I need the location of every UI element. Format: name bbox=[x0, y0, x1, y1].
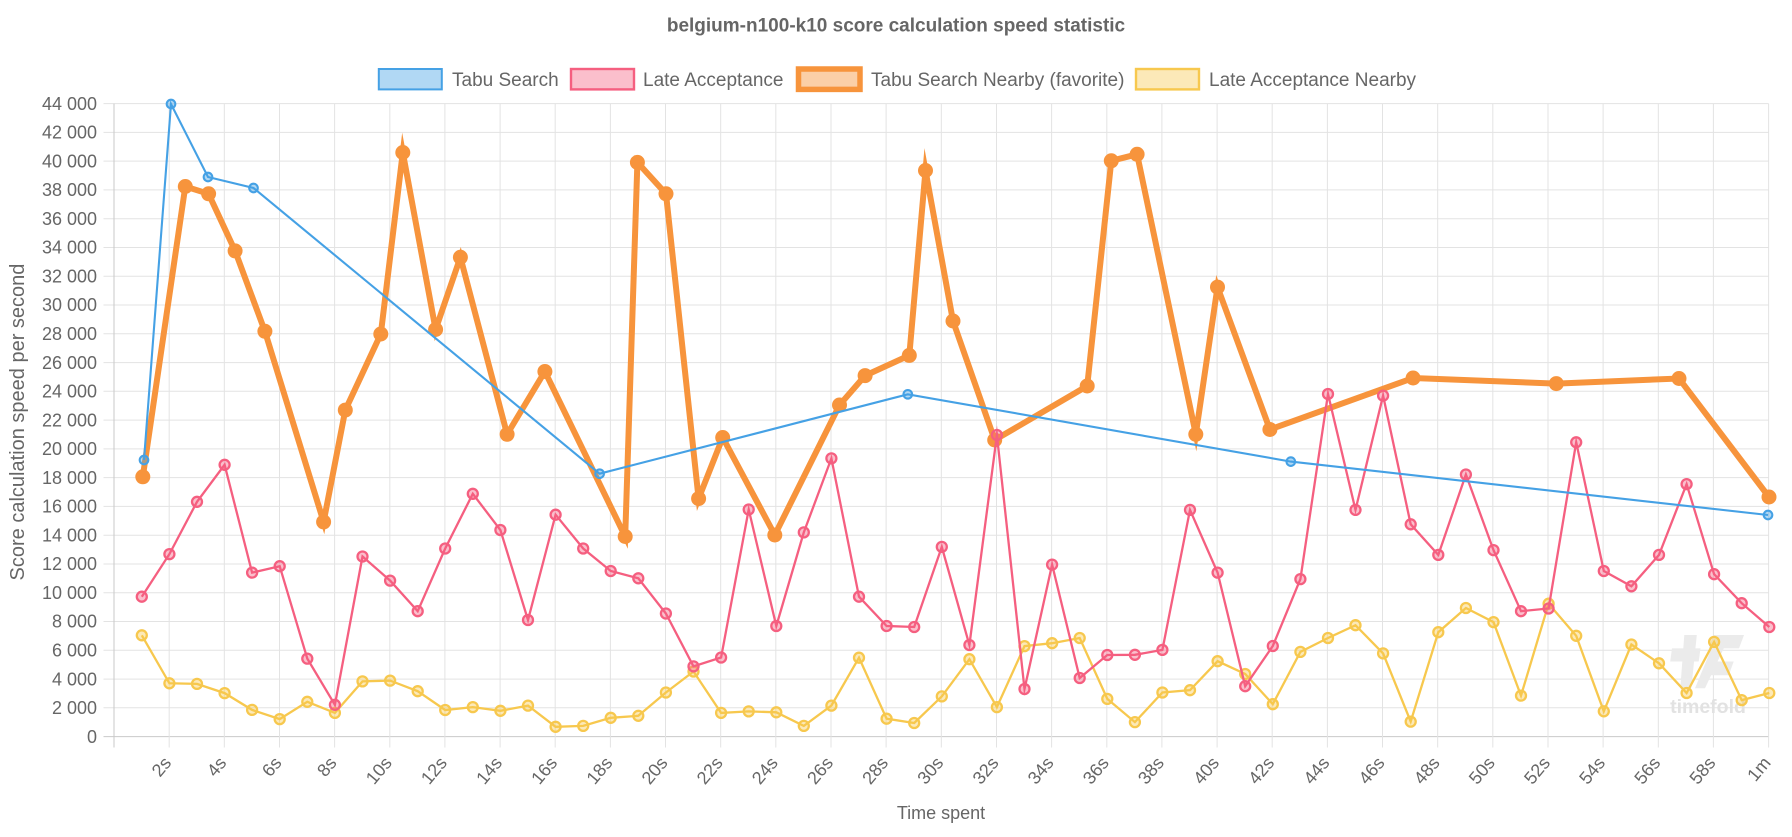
svg-text:4 000: 4 000 bbox=[52, 669, 97, 689]
svg-text:Tabu Search: Tabu Search bbox=[452, 70, 559, 91]
svg-text:10 000: 10 000 bbox=[42, 583, 97, 603]
svg-text:belgium-n100-k10 score calcula: belgium-n100-k10 score calculation speed… bbox=[667, 16, 1126, 37]
svg-text:36 000: 36 000 bbox=[42, 209, 97, 229]
svg-text:26 000: 26 000 bbox=[42, 353, 97, 373]
svg-text:14 000: 14 000 bbox=[42, 525, 97, 545]
svg-text:6 000: 6 000 bbox=[52, 641, 97, 661]
svg-text:8 000: 8 000 bbox=[52, 612, 97, 632]
svg-text:Tabu Search Nearby (favorite): Tabu Search Nearby (favorite) bbox=[871, 70, 1124, 91]
svg-text:Late Acceptance Nearby: Late Acceptance Nearby bbox=[1209, 70, 1417, 91]
svg-text:24 000: 24 000 bbox=[42, 382, 97, 402]
svg-text:Late Acceptance: Late Acceptance bbox=[643, 70, 784, 91]
svg-text:22 000: 22 000 bbox=[42, 410, 97, 430]
svg-text:38 000: 38 000 bbox=[42, 180, 97, 200]
svg-text:34 000: 34 000 bbox=[42, 238, 97, 258]
svg-text:0: 0 bbox=[87, 727, 97, 747]
svg-text:Time spent: Time spent bbox=[897, 803, 985, 823]
svg-text:44 000: 44 000 bbox=[42, 94, 97, 114]
svg-text:42 000: 42 000 bbox=[42, 123, 97, 143]
svg-text:32 000: 32 000 bbox=[42, 266, 97, 286]
svg-text:Score calculation speed per se: Score calculation speed per second bbox=[7, 264, 29, 581]
svg-text:28 000: 28 000 bbox=[42, 324, 97, 344]
svg-text:2 000: 2 000 bbox=[52, 698, 97, 718]
svg-text:18 000: 18 000 bbox=[42, 468, 97, 488]
svg-text:timefold: timefold bbox=[1670, 696, 1746, 718]
svg-text:20 000: 20 000 bbox=[42, 439, 97, 459]
svg-text:16 000: 16 000 bbox=[42, 497, 97, 517]
svg-text:30 000: 30 000 bbox=[42, 295, 97, 315]
svg-text:12 000: 12 000 bbox=[42, 554, 97, 574]
svg-text:40 000: 40 000 bbox=[42, 151, 97, 171]
